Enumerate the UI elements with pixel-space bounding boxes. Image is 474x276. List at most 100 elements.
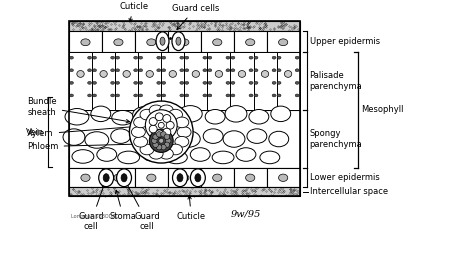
Ellipse shape	[272, 81, 276, 84]
Ellipse shape	[271, 106, 291, 122]
Ellipse shape	[116, 81, 119, 84]
Circle shape	[158, 122, 164, 128]
Ellipse shape	[118, 151, 139, 164]
Ellipse shape	[114, 39, 123, 46]
Ellipse shape	[157, 94, 161, 97]
Ellipse shape	[123, 71, 130, 77]
Ellipse shape	[134, 117, 147, 128]
Ellipse shape	[81, 39, 90, 46]
Bar	[161, 52, 184, 110]
Text: Intercellular space: Intercellular space	[310, 187, 388, 196]
Ellipse shape	[260, 151, 280, 164]
Text: Vein: Vein	[26, 128, 44, 137]
Bar	[168, 31, 201, 52]
Bar	[138, 52, 161, 110]
Circle shape	[161, 132, 166, 137]
Ellipse shape	[88, 94, 91, 97]
Text: Upper epidermis: Upper epidermis	[310, 37, 380, 46]
Ellipse shape	[249, 110, 269, 124]
Ellipse shape	[231, 81, 235, 84]
Ellipse shape	[180, 174, 189, 181]
Ellipse shape	[139, 56, 143, 59]
Bar	[267, 31, 300, 52]
Ellipse shape	[254, 81, 258, 84]
Bar	[69, 52, 92, 110]
Ellipse shape	[134, 81, 137, 84]
Ellipse shape	[70, 69, 73, 72]
Ellipse shape	[236, 148, 256, 161]
Ellipse shape	[162, 94, 166, 97]
Ellipse shape	[295, 81, 299, 84]
Ellipse shape	[180, 94, 184, 97]
Text: Longman 18BODAC: Longman 18BODAC	[71, 214, 119, 219]
Ellipse shape	[110, 56, 115, 59]
Ellipse shape	[203, 81, 207, 84]
Ellipse shape	[203, 129, 223, 143]
Ellipse shape	[247, 129, 267, 143]
Ellipse shape	[140, 109, 154, 120]
Ellipse shape	[160, 37, 165, 45]
Ellipse shape	[157, 69, 161, 72]
Ellipse shape	[70, 94, 73, 97]
Text: 9w/95: 9w/95	[230, 210, 261, 219]
Ellipse shape	[213, 174, 222, 181]
Ellipse shape	[159, 105, 173, 116]
Text: Cuticle: Cuticle	[177, 196, 206, 221]
Ellipse shape	[114, 174, 123, 181]
Ellipse shape	[70, 56, 73, 59]
Ellipse shape	[277, 81, 281, 84]
Bar	[115, 52, 138, 110]
Bar	[102, 168, 135, 187]
Ellipse shape	[226, 81, 230, 84]
Ellipse shape	[195, 174, 201, 182]
Ellipse shape	[169, 144, 182, 155]
Circle shape	[161, 145, 166, 150]
Bar	[234, 31, 267, 52]
Ellipse shape	[117, 169, 131, 187]
Circle shape	[153, 134, 158, 139]
Bar	[207, 52, 230, 110]
Ellipse shape	[147, 174, 156, 181]
Ellipse shape	[208, 56, 212, 59]
Ellipse shape	[177, 127, 191, 137]
Ellipse shape	[254, 69, 258, 72]
Ellipse shape	[172, 32, 185, 51]
Text: Palisade
parenchyma: Palisade parenchyma	[310, 71, 362, 91]
Ellipse shape	[65, 108, 89, 125]
Ellipse shape	[173, 169, 187, 187]
Ellipse shape	[116, 56, 119, 59]
Bar	[267, 168, 300, 187]
Text: Lower epidermis: Lower epidermis	[310, 173, 379, 182]
Ellipse shape	[134, 69, 137, 72]
Ellipse shape	[85, 132, 109, 148]
Ellipse shape	[103, 174, 109, 182]
Ellipse shape	[203, 69, 207, 72]
Ellipse shape	[185, 69, 189, 72]
Ellipse shape	[131, 127, 146, 137]
Ellipse shape	[180, 39, 189, 46]
Ellipse shape	[92, 81, 97, 84]
Ellipse shape	[208, 69, 212, 72]
Ellipse shape	[176, 37, 181, 45]
Ellipse shape	[191, 169, 205, 187]
Ellipse shape	[231, 69, 235, 72]
Text: Cuticle: Cuticle	[119, 2, 148, 22]
Ellipse shape	[208, 81, 212, 84]
Ellipse shape	[157, 56, 161, 59]
Ellipse shape	[269, 131, 289, 147]
Text: Guard cells: Guard cells	[172, 4, 219, 30]
Ellipse shape	[100, 71, 107, 77]
Bar	[92, 52, 115, 110]
Ellipse shape	[162, 81, 166, 84]
Text: Mesophyll: Mesophyll	[361, 105, 404, 115]
Circle shape	[149, 129, 173, 152]
Bar	[135, 168, 168, 187]
Bar	[168, 168, 201, 187]
Ellipse shape	[92, 94, 97, 97]
Ellipse shape	[70, 81, 73, 84]
Ellipse shape	[156, 32, 169, 51]
Ellipse shape	[175, 117, 189, 128]
Ellipse shape	[110, 69, 115, 72]
Ellipse shape	[272, 69, 276, 72]
Circle shape	[156, 132, 162, 137]
